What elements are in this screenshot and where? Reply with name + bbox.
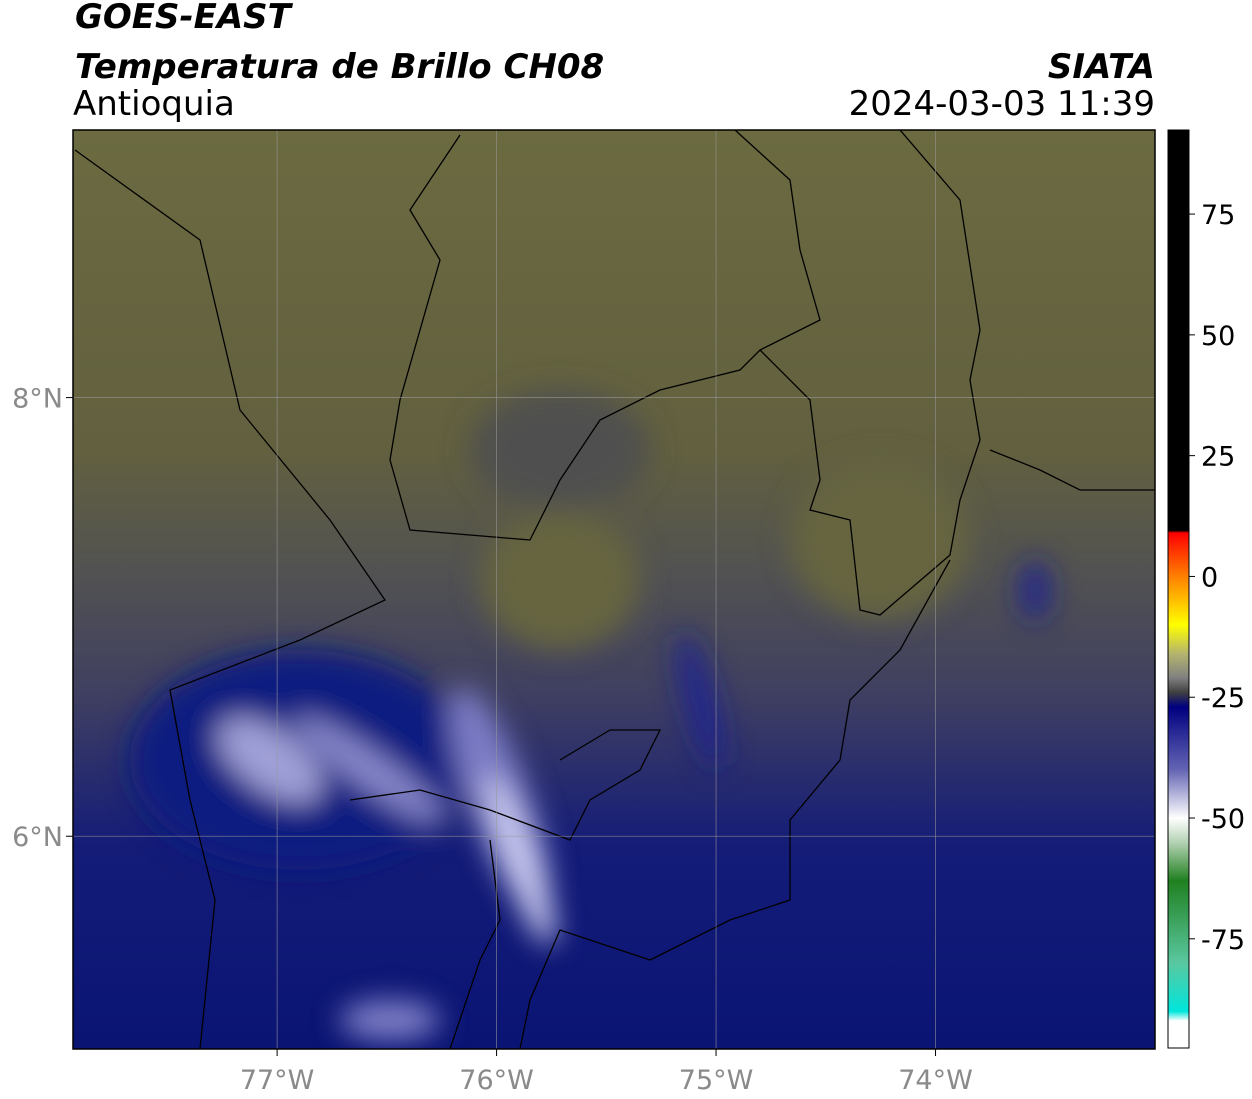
region: Antioquia [73, 84, 235, 124]
colorbar [1167, 129, 1190, 1049]
grid [73, 130, 1155, 1049]
x-tick-label: 75°W [679, 1065, 754, 1096]
map-frame [72, 129, 1156, 1050]
cloud-features [130, 390, 1049, 1040]
colorbar-tick-label: -25 [1201, 683, 1245, 714]
colorbar-tick-label: 0 [1201, 562, 1218, 593]
colorbar-tick-label: 50 [1201, 321, 1235, 352]
subtitle: Temperatura de Brillo CH08 [75, 47, 604, 87]
x-tick-label: 74°W [898, 1065, 973, 1096]
borders [74, 130, 1155, 1049]
colorbar-tick-label: 25 [1201, 442, 1235, 473]
x-tick-label: 76°W [459, 1065, 534, 1096]
colorbar-tick-label: 75 [1201, 200, 1235, 231]
colorbar-tick-label: -50 [1201, 804, 1245, 835]
colorbar-tick-label: -75 [1201, 925, 1245, 956]
source: SIATA [1048, 47, 1155, 87]
title: GOES-EAST [75, 0, 294, 37]
y-tick-label: 6°N [12, 822, 63, 853]
datetime: 2024-03-03 11:39 [849, 84, 1155, 124]
imagery [73, 130, 1155, 1049]
x-tick-label: 77°W [240, 1065, 315, 1096]
y-tick-label: 8°N [12, 384, 63, 415]
